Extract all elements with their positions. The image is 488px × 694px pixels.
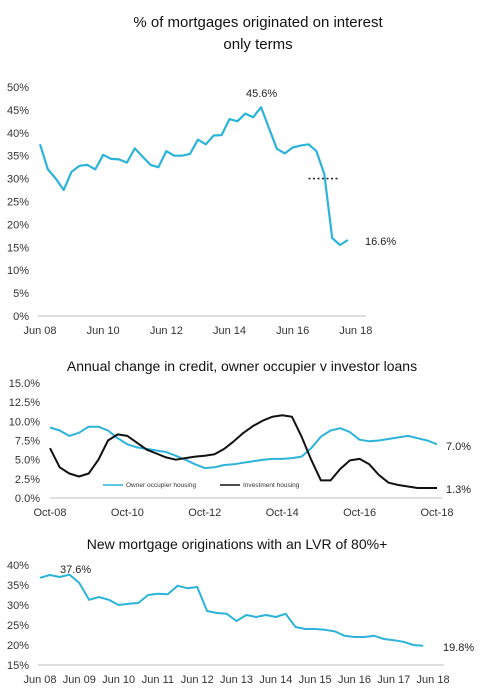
chart1-series-line [38,106,349,247]
chart2-investment-end-label: 1.3% [446,484,471,496]
x-tick-label: Jun 09 [63,674,96,686]
x-tick-label: Jun 15 [299,674,332,686]
x-tick-label: Jun 14 [213,325,246,337]
x-tick-label: Oct-14 [266,507,299,519]
y-tick-label: 12.5% [9,397,40,409]
x-tick-label: Oct-16 [343,507,376,519]
chart1-peak-label: 45.6% [246,88,277,100]
y-tick-label: 0.0% [15,493,40,505]
chart3-series-line [39,573,424,647]
x-tick-label: Jun 08 [23,325,56,337]
y-tick-label: 50% [7,82,29,94]
y-tick-label: 10.0% [9,416,40,428]
chart2-title: Annual change in credit, owner occupier … [67,358,417,374]
y-tick-label: 25% [7,197,29,209]
x-tick-label: Jun 12 [150,325,183,337]
chart-interest-only: % of mortgages originated on interest on… [7,14,396,337]
x-tick-label: Jun 18 [339,325,372,337]
x-tick-label: Jun 11 [142,674,174,686]
chart2-legend-owner: Owner occupier housing [126,482,196,489]
y-tick-label: 40% [7,128,29,140]
x-tick-label: Oct-08 [33,507,66,519]
x-tick-label: Jun 13 [220,674,253,686]
y-tick-label: 5.0% [15,455,40,467]
chart3-title: New mortgage originations with an LVR of… [87,536,388,552]
chart2-x-axis: Oct-08 Oct-10 Oct-12 Oct-14 Oct-16 Oct-18 [33,497,454,519]
x-tick-label: Jun 08 [23,674,56,686]
chart1-x-axis: Jun 08 Jun 10 Jun 12 Jun 14 Jun 16 Jun 18 [23,315,372,337]
y-tick-label: 35% [7,580,29,592]
x-tick-label: Jun 16 [276,325,309,337]
chart1-y-axis: 0% 5% 10% 15% 20% 25% 30% 35% 40% 45% 50% [7,82,29,323]
x-tick-label: Jun 16 [338,674,371,686]
x-tick-label: Oct-12 [188,507,221,519]
y-tick-label: 10% [7,265,29,277]
y-tick-label: 25% [7,620,29,632]
chart2-owner-end-label: 7.0% [446,441,471,453]
y-tick-label: 30% [7,174,29,186]
chart3-x-axis: Jun 08 Jun 09 Jun 10 Jun 11 Jun 12 Jun 13 Jun … [23,664,450,686]
y-tick-label: 0% [13,311,29,323]
y-tick-label: 15% [7,660,29,672]
chart2-legend-investment: Investment housing [243,482,300,489]
x-tick-label: Oct-18 [420,507,453,519]
y-tick-label: 2.5% [15,474,40,486]
y-tick-label: 20% [7,219,29,231]
y-tick-label: 20% [7,640,29,652]
x-tick-label: Jun 10 [87,325,120,337]
x-tick-label: Jun 18 [417,674,450,686]
chart3-peak-label: 37.6% [60,564,91,576]
x-tick-label: Jun 10 [102,674,135,686]
x-tick-label: Oct-10 [111,507,144,519]
chart-high-lvr: New mortgage originations with an LVR of… [7,536,474,686]
y-tick-label: 15% [7,242,29,254]
chart1-end-label: 16.6% [365,236,396,248]
y-tick-label: 40% [7,560,29,572]
chart2-series-investment [49,414,437,489]
chart1-title-line-2: only terms [223,36,292,53]
chart2-legend: Owner occupier housing Investment housin… [103,482,300,489]
x-tick-label: Jun 17 [377,674,410,686]
y-tick-label: 5% [13,288,29,300]
x-tick-label: Jun 12 [181,674,214,686]
y-tick-label: 35% [7,151,29,163]
chart2-y-axis: 0.0% 2.5% 5.0% 7.5% 10.0% 12.5% 15.0% [9,378,40,505]
y-tick-label: 7.5% [15,436,40,448]
chart-credit-growth: Annual change in credit, owner occupier … [9,358,471,519]
y-tick-label: 45% [7,105,29,117]
y-tick-label: 30% [7,600,29,612]
x-tick-label: Jun 14 [259,674,292,686]
chart3-end-label: 19.8% [443,642,474,654]
y-tick-label: 15.0% [9,378,40,390]
chart3-y-axis: 15% 20% 25% 30% 35% 40% [7,560,29,672]
chart1-title-line-1: % of mortgages originated on interest [133,14,383,31]
